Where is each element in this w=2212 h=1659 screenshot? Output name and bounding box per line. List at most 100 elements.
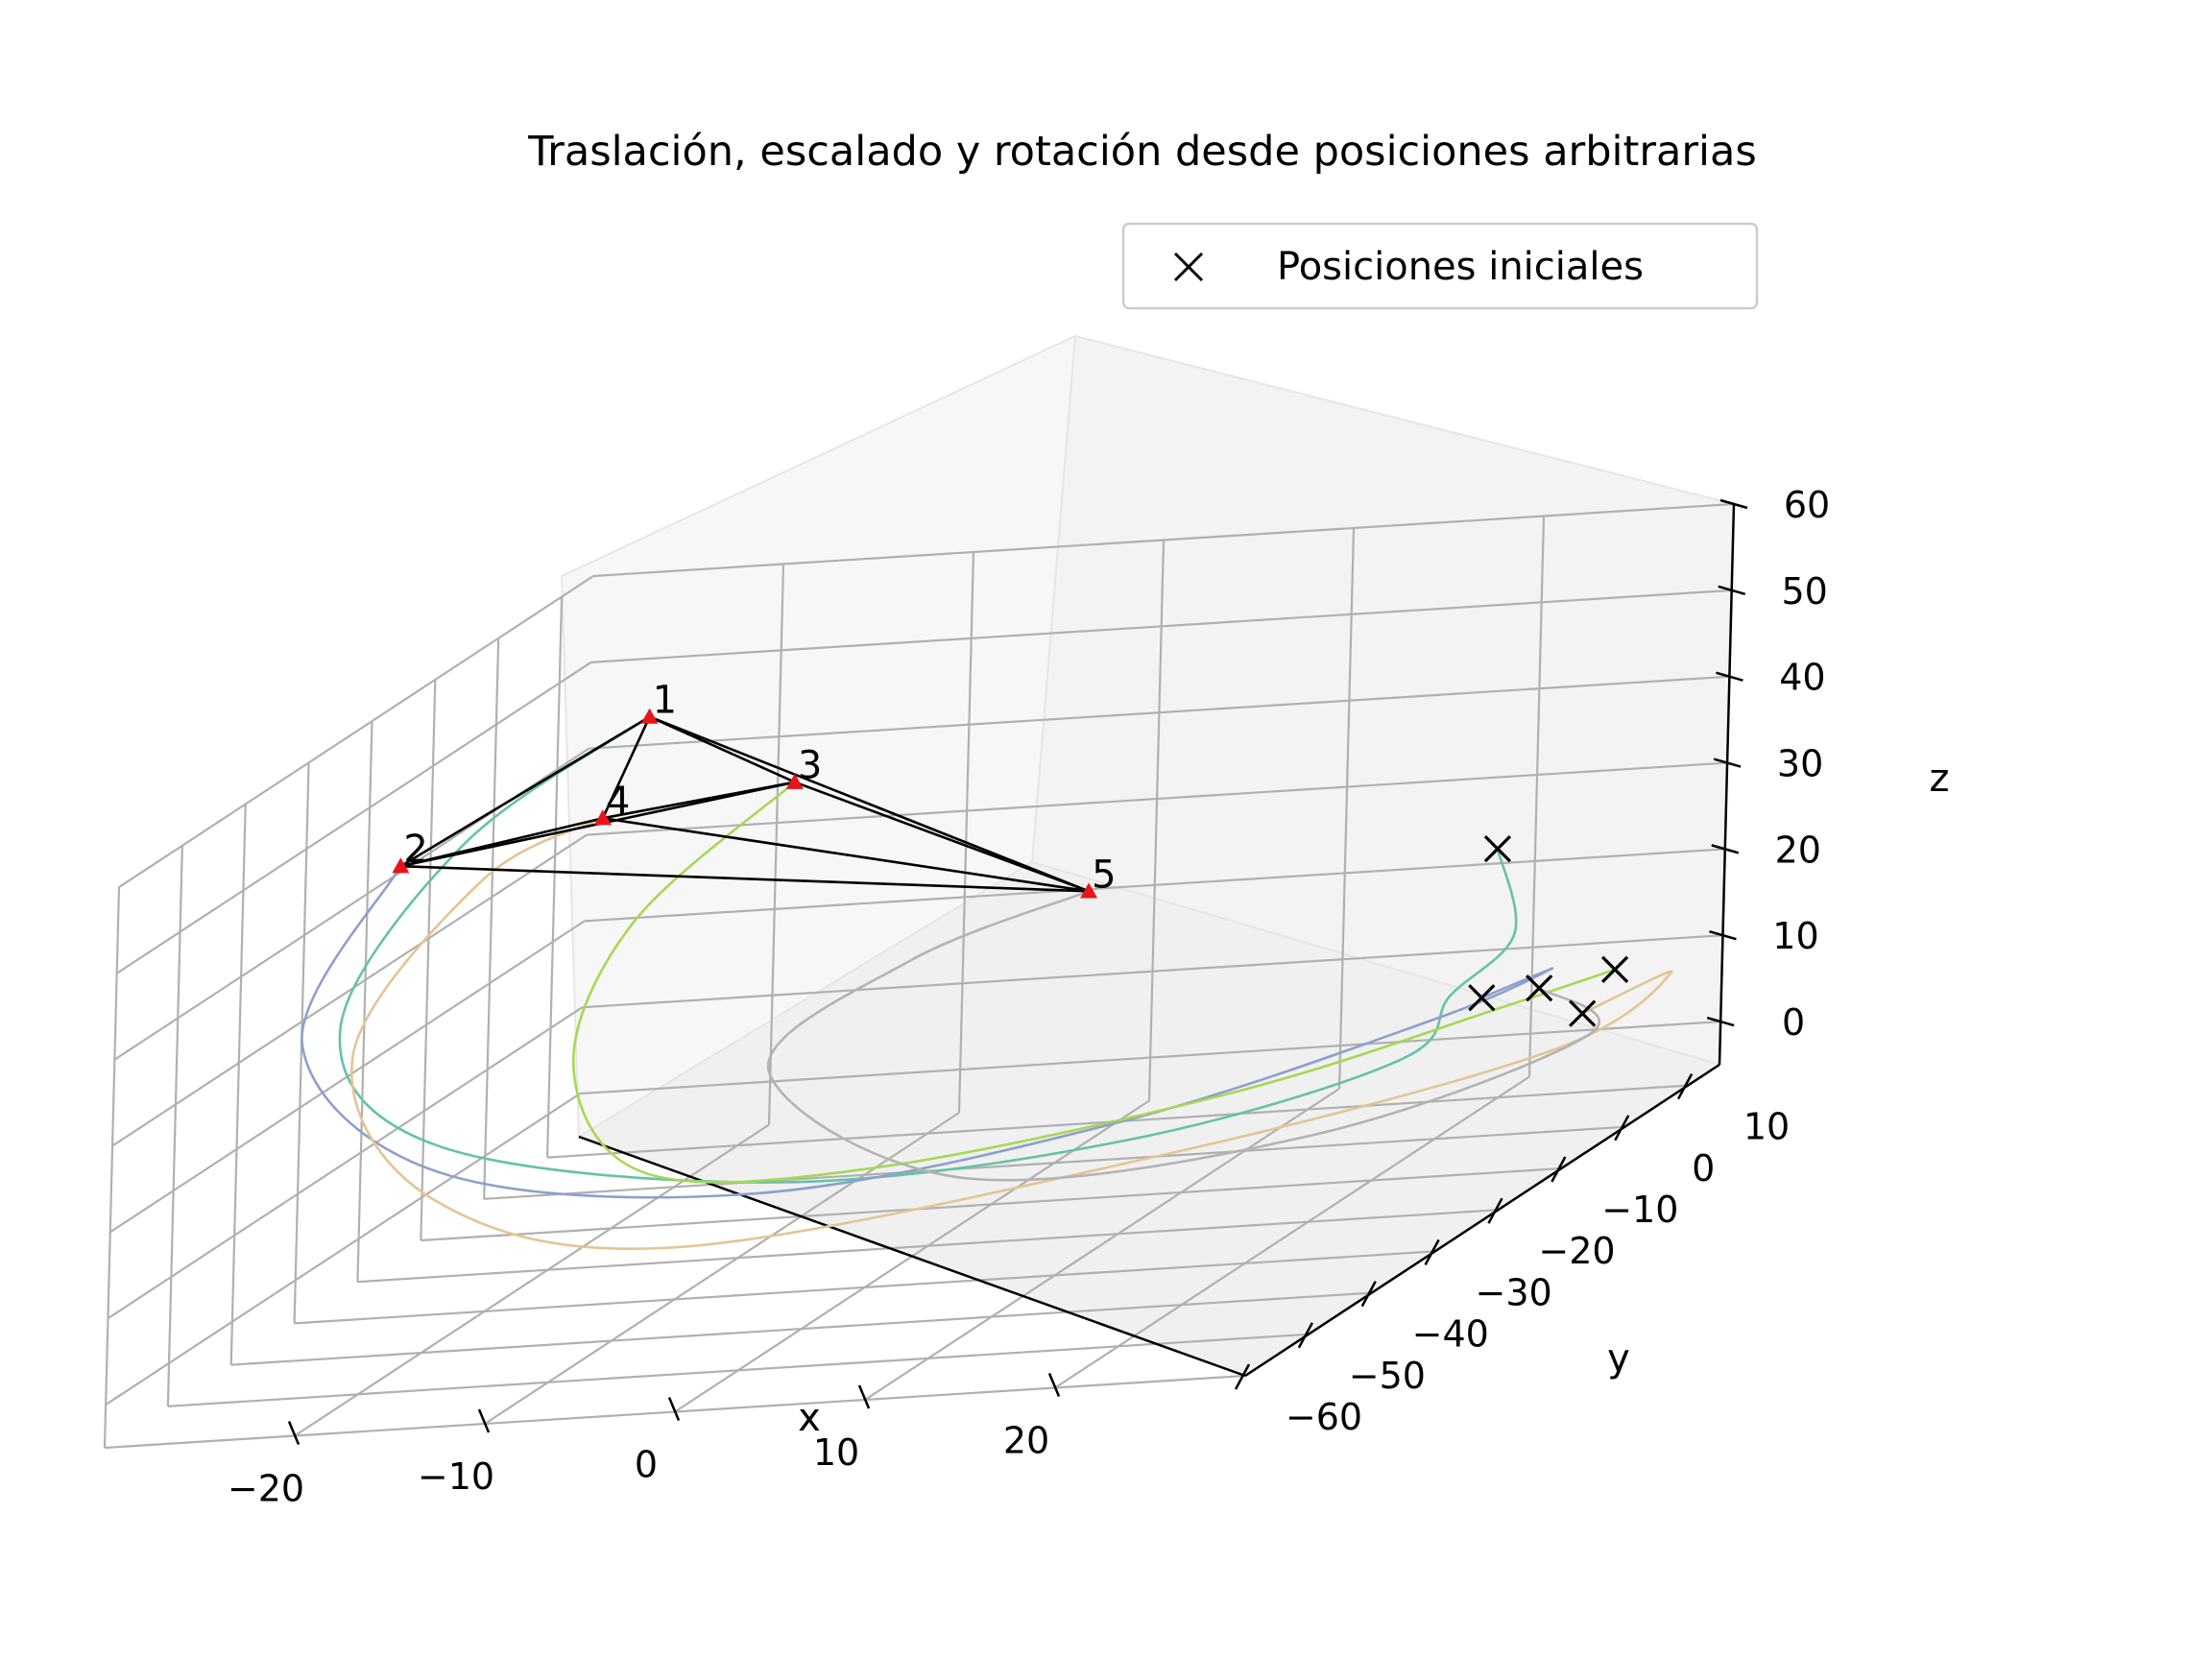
grid-line-y (545, 596, 564, 1158)
y-tick (1551, 1156, 1567, 1183)
trajectories (301, 715, 1673, 1251)
z-tick (1716, 671, 1743, 682)
initial-position-marker (1569, 999, 1597, 1027)
formation-edge (794, 781, 1090, 893)
y-tick-label: −40 (1412, 1313, 1489, 1356)
grid-line-y (229, 804, 247, 1365)
formation-edge (400, 864, 1090, 893)
x-marker-stroke (1468, 984, 1496, 1012)
z-tick (1709, 930, 1737, 941)
legend-box (1121, 222, 1759, 310)
final-position-marker-2 (392, 857, 410, 874)
legend-x-marker-icon (1173, 252, 1204, 282)
x-marker-stroke (1569, 999, 1597, 1027)
z-tick (1719, 498, 1748, 510)
y-tick (1614, 1115, 1630, 1142)
x-tick-label: −20 (228, 1468, 304, 1510)
x-tick (477, 1408, 491, 1433)
formation-edge (602, 816, 1090, 893)
grid-line-x (864, 1088, 1340, 1401)
z-tick-label: 0 (1782, 1001, 1805, 1044)
y-tick-label: −10 (1601, 1189, 1678, 1231)
grid-line-z (590, 589, 1732, 663)
grid-line-y (103, 886, 121, 1449)
formation-edge (400, 816, 604, 868)
x-axis-line (578, 1135, 1246, 1378)
y-tick-label: −60 (1286, 1396, 1362, 1438)
x-axis-label: x (798, 1396, 821, 1440)
y-tick (1360, 1281, 1377, 1308)
x-tick-label: −10 (418, 1455, 494, 1498)
grid-line-z (580, 1020, 1721, 1095)
trajectory-line-1 (338, 715, 1518, 1184)
grid-line-z (118, 575, 594, 888)
final-position-marker-5 (1080, 882, 1098, 899)
point-label-5: 5 (1092, 853, 1116, 897)
grid-line-x (1527, 516, 1546, 1077)
x-tick-label: 0 (635, 1444, 658, 1486)
z-axis-line (1718, 503, 1736, 1066)
initial-position-marker (1468, 984, 1496, 1012)
z-tick-labels: 0 10 20 30 40 50 60 (1772, 484, 1830, 1044)
x-tick (1047, 1373, 1061, 1397)
z-tick (1706, 1016, 1735, 1027)
formation-edge (602, 781, 796, 820)
z-tick (1713, 757, 1742, 768)
y-tick (1424, 1238, 1440, 1265)
point-label-3: 3 (798, 744, 822, 788)
final-position-marker-3 (785, 773, 804, 789)
axis-lines (578, 503, 1736, 1378)
grid-line-z (107, 1006, 584, 1320)
grid-line-z (105, 1093, 581, 1406)
grid-line-y (230, 1291, 1372, 1366)
final-position-marker-1 (640, 708, 659, 724)
x-tick-label: 20 (1003, 1420, 1049, 1462)
y-tick-label: −50 (1349, 1355, 1426, 1397)
formation-edge (601, 716, 651, 819)
final-position-markers (392, 708, 1098, 899)
y-tick-label: 0 (1692, 1147, 1715, 1190)
final-position-marker-4 (593, 809, 612, 826)
z-tick-label: 40 (1779, 657, 1825, 699)
legend: Posiciones iniciales (1121, 222, 1759, 310)
trajectory-line-3 (572, 781, 1616, 1184)
z-tick-label: 60 (1784, 484, 1830, 526)
grid-line-z (582, 934, 1723, 1009)
grid-line-x (1147, 540, 1166, 1101)
grid-line-y (294, 1250, 1435, 1325)
y-tick (1676, 1073, 1694, 1100)
initial-position-marker (1526, 974, 1553, 1002)
grid-line-y (484, 1125, 1625, 1200)
x-tick (857, 1384, 871, 1409)
grid-line-y (166, 845, 183, 1407)
initial-position-marker (1483, 835, 1512, 863)
grid-line-x (957, 551, 975, 1114)
formation-edge (399, 715, 651, 868)
z-tick (1718, 585, 1746, 596)
formation-edges (399, 715, 1090, 893)
x-tick-label: 10 (813, 1431, 859, 1474)
z-axis-label: z (1930, 757, 1950, 801)
grid-line-z (587, 761, 1728, 836)
z-tick-label: 20 (1775, 829, 1821, 871)
point-label-4: 4 (606, 780, 630, 824)
z-tick-label: 10 (1772, 915, 1818, 957)
grid-line-y (483, 637, 500, 1199)
x-tick (667, 1397, 681, 1421)
y-tick-label: 10 (1743, 1106, 1790, 1148)
y-axis-label: y (1607, 1336, 1630, 1381)
point-labels: 1 2 3 4 5 (403, 679, 1116, 898)
grid-line-y (421, 1166, 1562, 1242)
legend-label: Posiciones iniciales (1277, 245, 1644, 289)
grid-line-y (357, 1209, 1499, 1284)
grid-line-z (111, 833, 588, 1147)
trajectory-line-5 (767, 890, 1600, 1182)
z-tick-label: 50 (1782, 570, 1828, 613)
grid-line-x (484, 1112, 960, 1425)
x-marker-stroke (1483, 835, 1512, 863)
grid-line-z (592, 502, 1735, 578)
y-axis-line (1244, 1063, 1720, 1378)
chart-title: Traslación, escalado y rotación desde po… (527, 128, 1757, 176)
grid-line-z (584, 848, 1725, 923)
